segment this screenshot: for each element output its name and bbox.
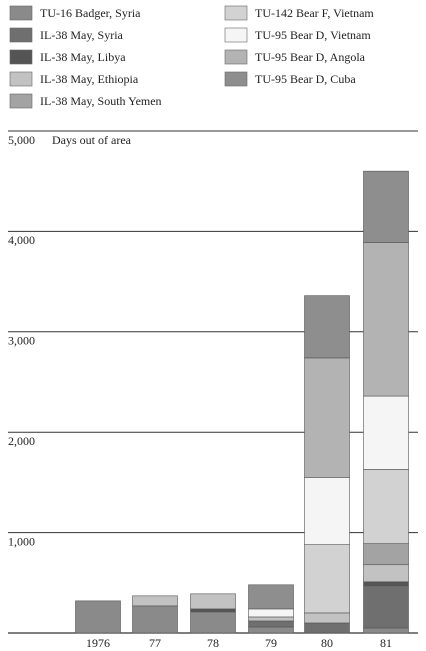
bar-segment (363, 242, 409, 397)
y-axis-label: Days out of area (52, 133, 132, 147)
bar-segment (248, 626, 294, 634)
legend-label: TU-95 Bear D, Cuba (255, 72, 356, 86)
x-tick-label: 1976 (86, 636, 110, 650)
bar-segment (363, 564, 409, 583)
legend-label: TU-142 Bear F, Vietnam (255, 6, 374, 20)
legend-swatch (224, 49, 248, 65)
y-tick-label: 4,000 (8, 233, 35, 247)
x-tick-label: 78 (207, 636, 219, 650)
legend-label: TU-16 Badger, Syria (40, 6, 141, 20)
legend-swatch (9, 93, 33, 109)
legend-swatch (224, 5, 248, 21)
bar-segment (304, 477, 350, 545)
y-tick-label: 5,000 (8, 133, 35, 147)
y-tick-label: 2,000 (8, 434, 35, 448)
legend-label: IL-38 May, Libya (40, 50, 126, 64)
bar-segment (190, 608, 236, 613)
bar-segment (304, 612, 350, 624)
legend-swatch (9, 71, 33, 87)
bar-segment (248, 620, 294, 628)
bar-segment (190, 611, 236, 634)
x-tick-label: 80 (321, 636, 333, 650)
x-tick-label: 81 (380, 636, 392, 650)
bar-segment (248, 616, 294, 622)
bar-segment (75, 600, 121, 634)
bar-segment (304, 295, 350, 359)
legend-label: IL-38 May, Syria (40, 28, 124, 42)
legend-label: TU-95 Bear D, Angola (255, 50, 366, 64)
x-tick-label: 79 (265, 636, 277, 650)
bar-segment (304, 622, 350, 634)
bar-segment (248, 584, 294, 610)
y-tick-label: 3,000 (8, 334, 35, 348)
bar-segment (248, 608, 294, 618)
bar-segment (132, 605, 178, 634)
legend-swatch (224, 27, 248, 43)
legend-label: TU-95 Bear D, Vietnam (255, 28, 371, 42)
bar-segment (304, 357, 350, 478)
x-tick-label: 77 (149, 636, 161, 650)
bar-segment (363, 469, 409, 544)
bar-segment (363, 543, 409, 566)
bar-segment (363, 585, 409, 629)
legend-swatch (9, 5, 33, 21)
bar-segment (304, 544, 350, 614)
bar-segment (190, 593, 236, 610)
bar-segment (363, 395, 409, 470)
legend-swatch (224, 71, 248, 87)
bar-segment (363, 581, 409, 587)
legend-swatch (9, 27, 33, 43)
bar-segment (363, 627, 409, 634)
legend-swatch (9, 49, 33, 65)
bar-segment (132, 595, 178, 607)
y-tick-label: 1,000 (8, 534, 35, 548)
legend-label: IL-38 May, Ethiopia (40, 72, 139, 86)
legend-label: IL-38 May, South Yemen (40, 94, 162, 108)
bar-segment (363, 170, 409, 243)
